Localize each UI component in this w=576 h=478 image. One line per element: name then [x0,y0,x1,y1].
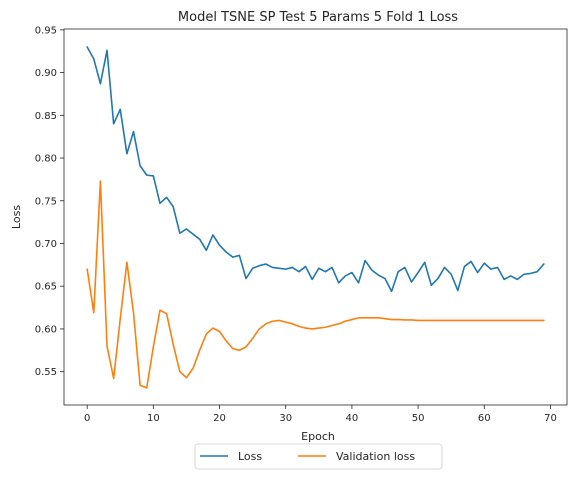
x-tick-label: 60 [478,413,491,424]
series-line-validation-loss [86,180,545,389]
x-tick-label: 10 [147,413,160,424]
legend: Loss Validation loss [194,443,443,470]
x-tick-label: 20 [213,413,226,424]
x-tick-label: 0 [84,413,90,424]
plot-frame [63,28,568,406]
x-tick-label: 50 [412,413,425,424]
y-tick-label: 0.70 [35,239,57,250]
y-tick-label: 0.60 [35,324,57,335]
x-axis: 0 10 20 30 40 50 60 70 [84,405,557,424]
x-axis-label: Epoch [301,430,335,443]
y-axis: 0.55 0.60 0.65 0.70 0.75 0.80 0.85 0.90 0.95 [35,25,64,378]
y-tick-label: 0.65 [35,282,57,293]
y-tick-label: 0.55 [35,367,57,378]
y-tick-label: 0.95 [35,25,57,36]
x-tick-label: 30 [279,413,292,424]
y-tick-label: 0.90 [35,68,57,79]
x-tick-label: 70 [544,413,557,424]
chart-title: Model TSNE SP Test 5 Params 5 Fold 1 Los… [178,10,458,25]
y-tick-label: 0.80 [35,154,57,165]
y-axis-label: Loss [10,205,23,229]
legend-label-loss: Loss [238,450,262,463]
legend-label-validation-loss: Validation loss [336,450,415,463]
plot-area [86,46,545,389]
y-tick-label: 0.75 [35,196,57,207]
x-tick-label: 40 [346,413,359,424]
series-line-loss [86,46,545,293]
y-tick-label: 0.85 [35,111,57,122]
